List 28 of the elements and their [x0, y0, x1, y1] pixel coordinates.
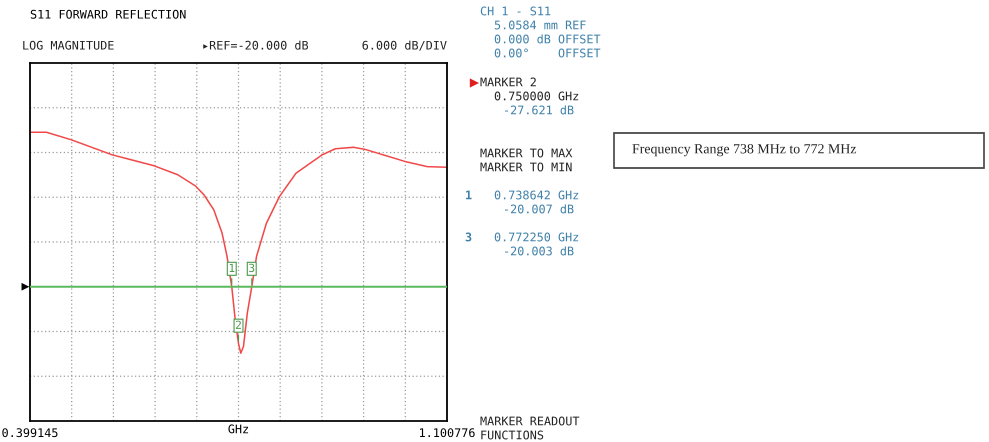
- text: LOG MAGNITUDE: [23, 40, 114, 50]
- text: MARKER READOUT: [480, 416, 580, 426]
- text: ▸REF=-20.000 dB: [203, 40, 308, 50]
- text: -20.007 dB: [505, 204, 574, 214]
- text: 6.000 dB/DIV: [362, 40, 447, 51]
- text: MARKER 2: [480, 78, 536, 86]
- x-tick-label: 1.100776: [420, 428, 475, 438]
- text: 1: [466, 190, 472, 200]
- annotation: 2: [236, 320, 241, 329]
- text: MARKER TO MAX: [480, 148, 572, 158]
- text: 0.750000 GHz: [494, 92, 578, 100]
- annotation: 1: [230, 264, 234, 272]
- annotation: 3: [249, 264, 254, 272]
- text: -27.621 dB: [505, 105, 574, 114]
- text: 5.0584 mm REF: [494, 20, 586, 30]
- text: 0.738642 GHz: [494, 190, 578, 200]
- text: 3: [466, 232, 472, 242]
- x-tick-label: 0.399145: [2, 428, 58, 438]
- text: -20.003 dB: [505, 246, 574, 256]
- text: FUNCTIONS: [481, 430, 544, 440]
- text: Frequency Range 738 MHz to 772 MHz: [632, 144, 856, 156]
- chart-title: S11 FORWARD REFLECTION: [30, 10, 186, 19]
- text: 0.772250 GHz: [494, 232, 578, 242]
- text: 0.00° OFFSET: [494, 48, 600, 58]
- x-axis-title: GHz: [228, 424, 248, 434]
- text: 0.000 dB OFFSET: [494, 34, 600, 44]
- text: CH 1 - S11: [480, 6, 550, 16]
- text: MARKER TO MIN: [480, 162, 572, 172]
